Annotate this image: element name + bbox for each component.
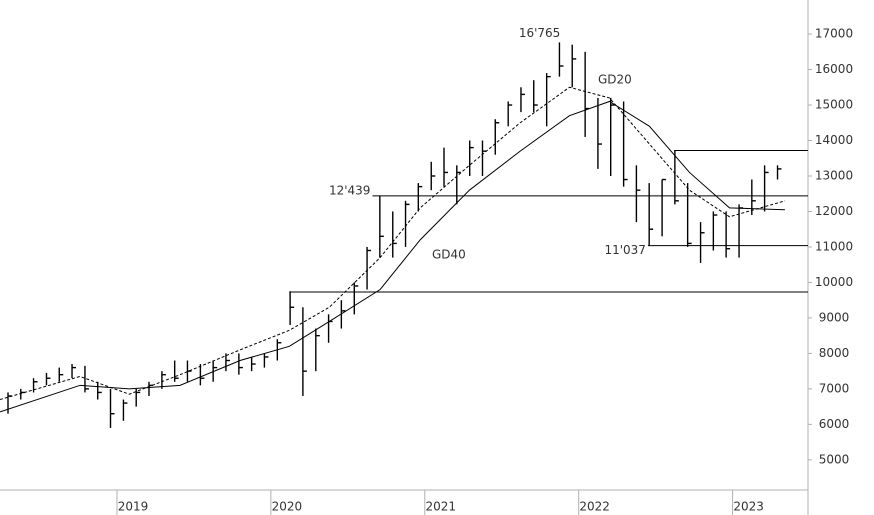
moving-average [0, 100, 785, 413]
y-tick-label: 7000 [819, 381, 850, 395]
x-tick-label: 2019 [118, 500, 149, 514]
y-tick-label: 11000 [815, 239, 853, 253]
y-tick-label: 10000 [815, 275, 853, 289]
series-label: GD20 [598, 73, 632, 87]
y-tick-label: 6000 [819, 417, 850, 431]
y-tick-label: 14000 [815, 133, 853, 147]
x-tick-label: 2022 [579, 500, 610, 514]
level-label: 11'037 [604, 243, 645, 257]
y-tick-label: 16000 [815, 62, 853, 76]
y-tick-label: 9000 [819, 310, 850, 324]
moving-average [0, 86, 786, 401]
level-label: 12'439 [329, 183, 370, 197]
y-tick-label: 8000 [819, 346, 850, 360]
x-tick-label: 2023 [733, 500, 764, 514]
y-tick-label: 5000 [819, 452, 850, 466]
y-tick-label: 17000 [815, 27, 853, 41]
x-tick-label: 2020 [272, 500, 303, 514]
peak-label: 16'765 [519, 26, 560, 40]
y-tick-label: 12000 [815, 204, 853, 218]
y-tick-label: 15000 [815, 98, 853, 112]
y-tick-label: 13000 [815, 168, 853, 182]
x-tick-label: 2021 [426, 500, 457, 514]
series-label: GD40 [432, 248, 466, 262]
